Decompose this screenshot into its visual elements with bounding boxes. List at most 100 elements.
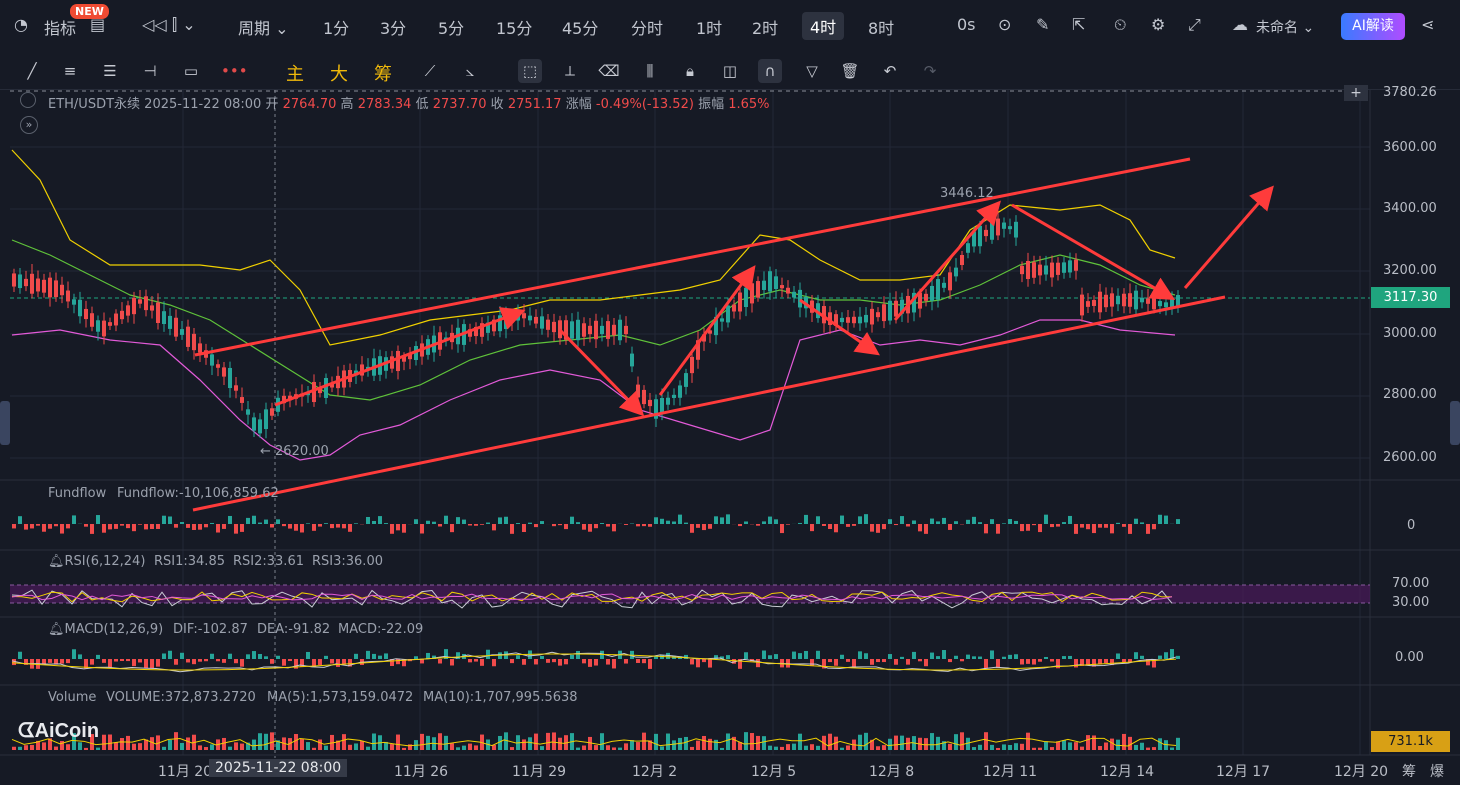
fundflow-bar [918, 524, 922, 532]
candle-body [78, 299, 82, 317]
magnet-icon[interactable]: ∩ [758, 59, 782, 83]
ruler-icon[interactable]: ⟂ [564, 62, 575, 80]
more-tools-icon[interactable]: ••• [221, 62, 248, 80]
fullscreen-icon[interactable]: ⤢ [1188, 15, 1201, 34]
tf-2h[interactable]: 2时 [752, 19, 779, 38]
macd-bar [348, 659, 352, 667]
visibility-icon[interactable]: ◫ [722, 62, 738, 80]
candle-type-icon[interactable]: ⫿ ⌄ [172, 15, 196, 34]
price-tick: 3000.00 [1383, 326, 1437, 341]
seconds-button[interactable]: 0s [957, 15, 976, 34]
layout-dropdown[interactable]: 未命名 ⌄ [1256, 20, 1315, 36]
macd-bar [786, 659, 790, 668]
auto-draw-icon[interactable]: ⟋ [424, 62, 436, 80]
redo-icon[interactable]: ↷ [923, 62, 937, 80]
macd-bar [960, 659, 964, 662]
ray-tool-icon[interactable]: ⊣ [143, 62, 157, 80]
date-tick: 12月 5 [751, 764, 797, 780]
large-order-toggle[interactable]: 大 [330, 64, 348, 85]
macd-dea: DEA:-91.82 [257, 622, 331, 637]
fundflow-bar [504, 516, 508, 524]
tf-15m[interactable]: 15分 [496, 19, 533, 38]
volume-bar [1062, 740, 1066, 750]
tf-5m[interactable]: 5分 [438, 19, 465, 38]
cloud-icon[interactable]: ☁ [1232, 15, 1248, 34]
volume-bar [624, 743, 628, 750]
template-icon[interactable]: ▤ [90, 15, 106, 34]
share-network-icon[interactable]: ⋖ [1421, 15, 1435, 34]
tf-8h[interactable]: 8时 [868, 19, 895, 38]
macd-bar [66, 659, 70, 664]
volume-title: Volume [48, 690, 97, 705]
info-collapse-icon[interactable] [20, 92, 36, 108]
macd-bar [204, 659, 208, 662]
rsi-upper: 70.00 [1392, 576, 1430, 591]
volume-bar [702, 735, 706, 750]
fundflow-bar [204, 524, 208, 528]
volume-bar [528, 737, 532, 750]
tf-1m[interactable]: 1分 [323, 19, 350, 38]
macd-bar [636, 659, 640, 663]
candle-body [732, 304, 736, 312]
macd-bar [384, 653, 388, 659]
volume-bar [450, 743, 454, 750]
macd-bar [984, 659, 988, 669]
fundflow-bar [672, 521, 676, 524]
volume-bar [270, 732, 274, 750]
delete-icon[interactable]: 🗑︎ [840, 62, 860, 80]
rect-tool-icon[interactable]: ▭ [183, 62, 199, 80]
filter-icon[interactable]: ▽ [806, 62, 818, 80]
pen-icon[interactable]: ✎ [1036, 15, 1050, 34]
candle-body [114, 313, 118, 326]
chart-layout-icon[interactable]: ⫼ [646, 62, 654, 80]
candle-body [912, 292, 916, 313]
chips-toggle[interactable]: 筹 [374, 64, 392, 85]
fundflow-bar [1002, 523, 1006, 524]
indicators-button[interactable]: 指标 [44, 19, 77, 38]
volume-bar [1128, 736, 1132, 750]
main-toggle[interactable]: 主 [286, 64, 304, 85]
expand-arrow-icon[interactable]: » [20, 116, 38, 134]
hline-tool-icon[interactable]: ☰ [103, 62, 117, 80]
chips-bottom-button[interactable]: 筹 [1402, 764, 1416, 780]
lock-icon[interactable]: 🔒︎ [686, 62, 694, 80]
share-icon[interactable]: ⇱ [1072, 15, 1086, 34]
fundflow-bar [1008, 519, 1012, 524]
parallel-tool-icon[interactable]: ≡ [63, 62, 77, 80]
eraser-icon[interactable]: ⌫ [598, 62, 620, 80]
crosshair-date: 2025-11-22 08:00 [209, 759, 348, 777]
period-dropdown[interactable]: 周期 ⌄ [238, 19, 289, 38]
volume-bar [102, 734, 106, 750]
alert-icon[interactable]: ⏲ [1114, 15, 1127, 34]
chart-icon[interactable]: ◔ [14, 15, 28, 34]
fundflow-bar [600, 523, 604, 524]
candle-body [18, 274, 22, 289]
liquidation-bottom-button[interactable]: 爆 [1430, 764, 1444, 780]
left-panel-toggle[interactable] [0, 401, 10, 445]
select-cursor-icon[interactable]: ⬚ [518, 59, 542, 83]
candle-body [966, 243, 970, 253]
fundflow-bar [690, 524, 694, 533]
tf-4h[interactable]: 4时 [802, 12, 845, 40]
add-alert-button[interactable]: + [1344, 85, 1368, 101]
macd-bar [402, 659, 406, 667]
volume-bar [738, 742, 742, 750]
tf-3m[interactable]: 3分 [380, 19, 407, 38]
measure-icon[interactable]: ⦣ [465, 62, 475, 80]
ai-analyze-button[interactable]: AI解读 [1341, 13, 1405, 40]
right-panel-toggle[interactable] [1450, 401, 1460, 445]
camera-icon[interactable]: ⊙ [998, 15, 1012, 34]
volume-bar [492, 744, 496, 750]
candle-body [606, 321, 610, 339]
line-tool-icon[interactable]: ╱ [27, 62, 37, 80]
tf-1h[interactable]: 1时 [696, 19, 723, 38]
candle-body [156, 302, 160, 324]
tf-45m[interactable]: 45分 [562, 19, 599, 38]
volume-bar [90, 734, 94, 750]
settings-icon[interactable]: ⚙ [1151, 15, 1166, 34]
replay-icon[interactable]: ◁◁ [142, 15, 167, 34]
tf-line[interactable]: 分时 [631, 19, 664, 38]
undo-icon[interactable]: ↶ [883, 62, 897, 80]
candle-body [612, 324, 616, 336]
